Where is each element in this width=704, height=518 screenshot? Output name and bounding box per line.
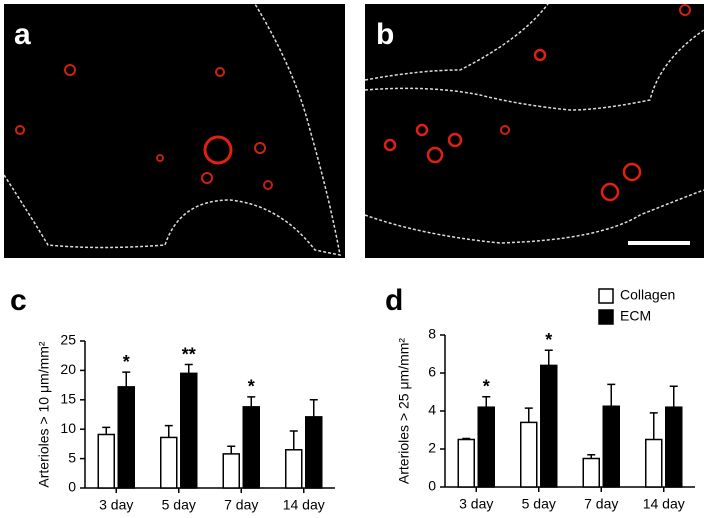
bar [520, 421, 538, 488]
y-tick-label: 20 [60, 361, 76, 377]
x-tick-label: 5 day [522, 496, 556, 512]
bar [305, 416, 323, 489]
error-bar [309, 399, 318, 417]
bar [477, 406, 495, 488]
significance-label: * [123, 352, 130, 372]
significance-label: ** [182, 344, 196, 364]
bar [540, 364, 558, 488]
error-bar [247, 396, 256, 407]
error-bar [544, 349, 553, 366]
x-tick-label: 3 day [99, 497, 133, 513]
y-tick-label: 2 [428, 440, 436, 456]
x-tick-label: 14 day [643, 496, 685, 512]
y-tick-label: 4 [428, 402, 436, 418]
x-tick-label: 7 day [584, 496, 618, 512]
error-bar [289, 430, 298, 450]
error-bar [524, 407, 533, 423]
y-tick-label: 10 [60, 420, 76, 436]
bar [285, 449, 303, 489]
x-tick-label: 7 day [224, 497, 258, 513]
y-axis-label: Arterioles > 10 μm/mm² [36, 341, 52, 487]
image-a: a [3, 3, 345, 258]
significance-label: * [248, 377, 255, 397]
panel-label: a [14, 18, 31, 51]
error-bar [482, 396, 491, 408]
error-bar [462, 437, 471, 440]
bar [665, 406, 683, 488]
x-tick-label: 5 day [162, 497, 196, 513]
bar [457, 438, 475, 488]
bar [242, 406, 260, 489]
y-tick-label: 0 [68, 479, 76, 495]
panel-label: b [376, 18, 394, 51]
y-tick-label: 5 [68, 449, 76, 465]
bar [645, 438, 663, 488]
error-bar [122, 371, 131, 387]
legend-swatch [598, 309, 614, 325]
bar [97, 433, 115, 489]
bar [180, 372, 198, 489]
error-bar [649, 412, 658, 440]
legend-label: Collagen [620, 287, 675, 303]
panel-label: d [385, 284, 403, 317]
bar [222, 453, 240, 489]
image-b: b [364, 3, 704, 258]
significance-label: * [483, 377, 490, 397]
panel-label: c [10, 284, 27, 317]
x-tick-label: 3 day [459, 496, 493, 512]
y-tick-label: 0 [428, 478, 436, 494]
significance-label: * [545, 330, 552, 350]
y-tick-label: 15 [60, 391, 76, 407]
error-bar [184, 363, 193, 374]
error-bar [227, 445, 236, 454]
y-axis-label: Arterioles > 25 μm/mm² [396, 338, 412, 484]
error-bar [607, 383, 616, 407]
y-tick-label: 8 [428, 326, 436, 342]
y-tick-label: 6 [428, 364, 436, 380]
error-bar [669, 385, 678, 408]
x-tick-label: 14 day [283, 497, 325, 513]
error-bar [102, 426, 111, 435]
bar [117, 386, 135, 489]
error-bar [587, 453, 596, 459]
bar [602, 405, 620, 488]
bar [582, 457, 600, 488]
legend-swatch [598, 288, 614, 304]
bar [160, 436, 178, 489]
legend-label: ECM [620, 308, 651, 324]
y-tick-label: 25 [60, 332, 76, 348]
error-bar [164, 424, 173, 438]
